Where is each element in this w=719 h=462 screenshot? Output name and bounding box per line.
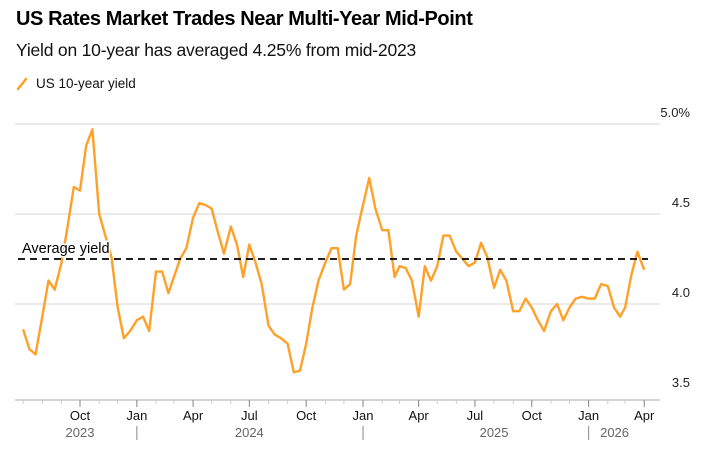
legend: US 10-year yield xyxy=(16,76,136,91)
y-tick-label: 3.5 xyxy=(672,375,690,390)
slash-line-icon xyxy=(16,77,28,90)
x-tick-label: Jul xyxy=(467,408,484,423)
y-tick-label: 4.0 xyxy=(672,285,690,300)
x-tick-label: Jan xyxy=(126,408,147,423)
x-tick-label: Oct xyxy=(70,408,91,423)
year-label: 2023 xyxy=(66,425,95,440)
x-tick-label: Jan xyxy=(578,408,599,423)
x-tick-label: Apr xyxy=(634,408,655,423)
y-tick-label: 4.5 xyxy=(672,195,690,210)
y-tick-label: 5.0% xyxy=(660,105,690,120)
chart-subtitle: Yield on 10-year has averaged 4.25% from… xyxy=(16,40,417,60)
year-label: 2024 xyxy=(235,425,264,440)
x-tick-label: Jan xyxy=(353,408,374,423)
year-label: 2026 xyxy=(600,425,629,440)
legend-label: US 10-year yield xyxy=(36,76,136,91)
average-yield-label: Average yield xyxy=(22,241,110,257)
x-tick-label: Oct xyxy=(296,408,317,423)
x-tick-label: Apr xyxy=(183,408,204,423)
chart-title: US Rates Market Trades Near Multi-Year M… xyxy=(16,8,473,30)
year-label: 2025 xyxy=(480,425,509,440)
x-tick-label: Apr xyxy=(409,408,430,423)
series-line-us-10-year-yield xyxy=(21,128,646,374)
x-tick-label: Jul xyxy=(241,408,258,423)
x-tick-label: Oct xyxy=(522,408,543,423)
